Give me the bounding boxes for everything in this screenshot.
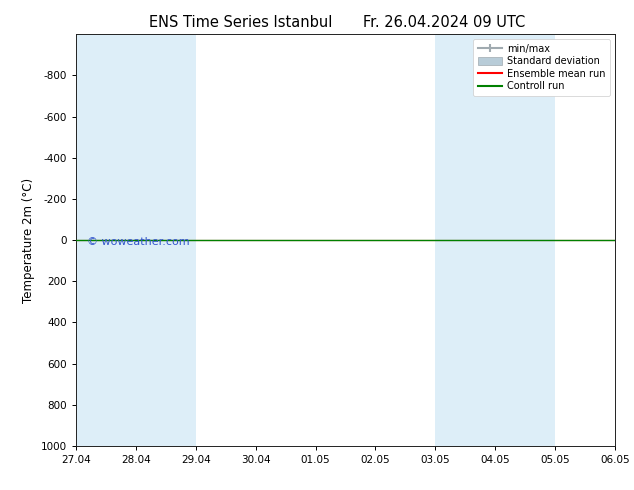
Legend: min/max, Standard deviation, Ensemble mean run, Controll run: min/max, Standard deviation, Ensemble me… [473, 39, 610, 96]
Bar [495, 34, 555, 446]
Bar [615, 34, 634, 446]
Y-axis label: Temperature 2m (°C): Temperature 2m (°C) [22, 177, 36, 303]
Bar [76, 34, 136, 446]
Text: ENS Time Series Istanbul: ENS Time Series Istanbul [149, 15, 333, 30]
Text: Fr. 26.04.2024 09 UTC: Fr. 26.04.2024 09 UTC [363, 15, 525, 30]
Bar [436, 34, 495, 446]
Text: © woweather.com: © woweather.com [87, 237, 190, 247]
Bar [136, 34, 196, 446]
